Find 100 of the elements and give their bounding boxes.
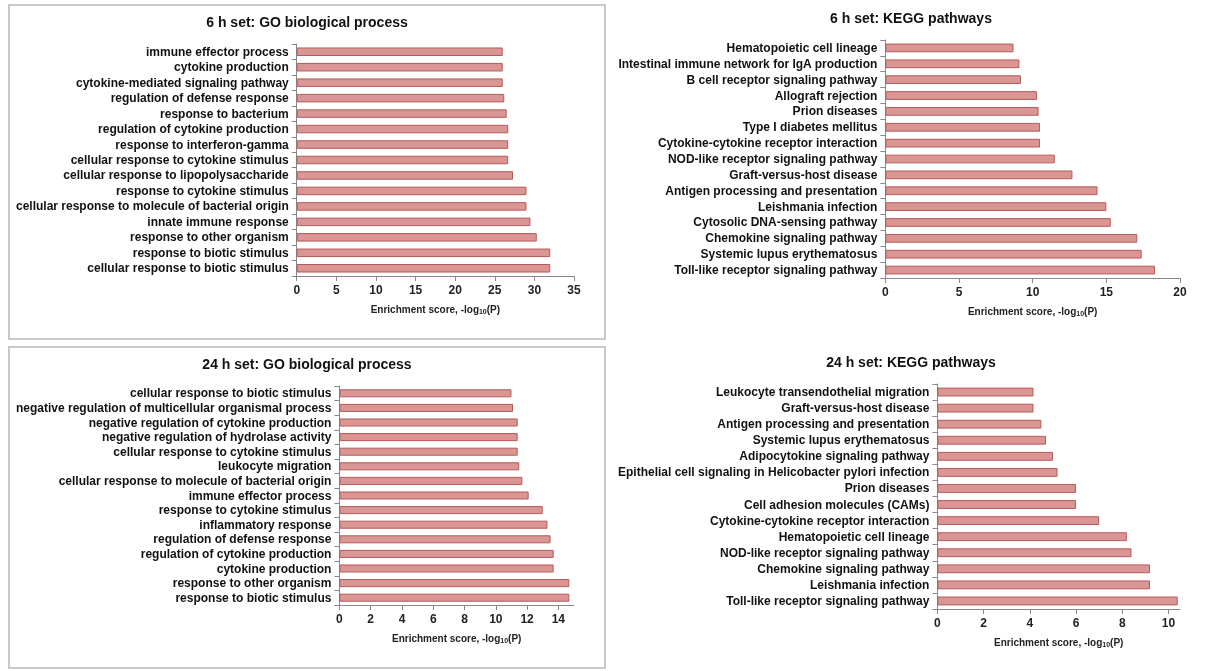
- y-tick-label: Toll-like receptor signaling pathway: [726, 593, 930, 608]
- bar: [885, 122, 1041, 132]
- x-tick-label: 10: [369, 283, 383, 297]
- y-tick-label: immune effector process: [146, 44, 290, 59]
- y-tick-label: regulation of cytokine production: [98, 122, 289, 137]
- bar: [937, 564, 1150, 574]
- y-tick-label: Cell adhesion molecules (CAMs): [744, 497, 930, 512]
- y-tick-label: Hematopoietic cell lineage: [726, 40, 878, 55]
- bar: [937, 387, 1034, 397]
- y-tick-label: Type I diabetes mellitus: [742, 120, 878, 135]
- y-tick-label: response to bacterium: [160, 106, 289, 121]
- y-tick-label: inflammatory response: [199, 517, 332, 532]
- bar: [296, 217, 531, 227]
- y-tick-label: cellular response to biotic stimulus: [87, 261, 290, 276]
- x-tick-label: 35: [567, 283, 581, 297]
- x-tick-label: 0: [934, 616, 942, 630]
- y-tick-label: Adipocytokine signaling pathway: [739, 449, 930, 464]
- bar: [339, 403, 514, 412]
- y-tick-label: Graft-versus-host disease: [781, 401, 930, 416]
- bar: [296, 78, 503, 87]
- bar: [339, 462, 520, 471]
- x-tick-label: 4: [398, 612, 406, 626]
- bar: [937, 484, 1077, 493]
- bar: [885, 91, 1038, 100]
- x-tick-label: 30: [527, 283, 542, 297]
- x-tick-label: 8: [461, 612, 469, 626]
- y-tick-label: Leukocyte transendothelial migration: [716, 385, 930, 400]
- x-tick-label: 20: [448, 283, 463, 297]
- bar: [339, 447, 518, 456]
- bar: [339, 593, 570, 602]
- bar: [937, 532, 1127, 542]
- y-tick-label: cytokine-mediated signaling pathway: [76, 75, 290, 90]
- x-tick-label: 2: [980, 616, 988, 630]
- bar: [885, 265, 1155, 275]
- y-tick-label: innate immune response: [147, 214, 290, 229]
- bar: [296, 93, 505, 103]
- bar: [339, 535, 551, 544]
- chart-title: 24 h set: KEGG pathways: [826, 354, 997, 370]
- bar: [937, 500, 1077, 509]
- bar: [296, 47, 503, 56]
- bar: [885, 233, 1138, 243]
- x-tick-label: 10: [489, 612, 503, 626]
- bar: [885, 218, 1111, 227]
- y-tick-label: NOD-like receptor signaling pathway: [720, 545, 930, 560]
- y-tick-label: cytokine production: [174, 60, 289, 75]
- y-tick-label: cellular response to lipopolysaccharide: [63, 168, 290, 183]
- y-tick-label: B cell receptor signaling pathway: [686, 72, 878, 87]
- y-tick-label: response to biotic stimulus: [132, 245, 290, 260]
- bar: [885, 170, 1073, 180]
- bar: [296, 140, 509, 149]
- x-tick-label: 12: [520, 612, 535, 626]
- y-tick-label: Antigen processing and presentation: [717, 417, 930, 432]
- y-tick-label: regulation of defense response: [110, 91, 290, 106]
- bar: [296, 171, 513, 180]
- x-tick-label: 6: [1072, 616, 1080, 630]
- y-tick-label: Prion diseases: [792, 104, 878, 119]
- y-tick-label: cytokine production: [216, 561, 332, 576]
- bar: [296, 109, 507, 118]
- x-tick-label: 0: [293, 283, 301, 297]
- bar: [885, 186, 1098, 196]
- y-tick-label: Systemic lupus erythematosus: [700, 247, 878, 262]
- bar: [339, 491, 529, 500]
- x-tick-label: 0: [882, 285, 889, 299]
- y-tick-label: Prion diseases: [844, 481, 930, 496]
- y-tick-label: Epithelial cell signaling in Helicobacter pylori infection: [617, 465, 930, 480]
- bar: [296, 264, 551, 273]
- y-tick-label: Allograft rejection: [774, 88, 878, 103]
- x-tick-label: 4: [1026, 616, 1034, 630]
- bar: [296, 62, 503, 72]
- bar: [885, 43, 1014, 53]
- bar: [937, 548, 1132, 558]
- y-tick-label: Leishmania infection: [810, 577, 930, 592]
- bar: [937, 580, 1150, 590]
- bar: [339, 476, 523, 485]
- x-tick-label: 8: [1118, 616, 1126, 630]
- x-tick-label: 20: [1173, 285, 1187, 299]
- bar: [885, 75, 1021, 85]
- x-tick-label: 0: [336, 612, 344, 626]
- bar: [296, 186, 527, 196]
- bar: [885, 202, 1107, 211]
- y-tick-label: Chemokine signaling pathway: [757, 561, 930, 576]
- bar: [937, 451, 1053, 461]
- bar: [339, 418, 518, 427]
- x-tick-label: 15: [408, 283, 423, 297]
- x-tick-label: 5: [333, 283, 341, 297]
- y-tick-label: Hematopoietic cell lineage: [778, 529, 930, 544]
- y-tick-label: cellular response to cytokine stimulus: [70, 153, 290, 167]
- bar: [296, 233, 537, 242]
- bar: [885, 249, 1142, 259]
- y-tick-label: NOD-like receptor signaling pathway: [667, 152, 878, 166]
- bar: [339, 389, 512, 398]
- bar: [937, 435, 1046, 445]
- y-tick-label: cellular response to molecule of bacterial origin: [15, 199, 289, 214]
- y-tick-label: response to cytokine stimulus: [158, 503, 332, 518]
- bar: [296, 202, 527, 211]
- y-tick-label: cellular response to molecule of bacterial origin: [58, 473, 332, 488]
- y-tick-label: Cytokine-cytokine receptor interaction: [710, 513, 930, 528]
- bar: [339, 433, 518, 442]
- y-tick-label: response to cytokine stimulus: [116, 183, 290, 198]
- bar: [937, 596, 1178, 606]
